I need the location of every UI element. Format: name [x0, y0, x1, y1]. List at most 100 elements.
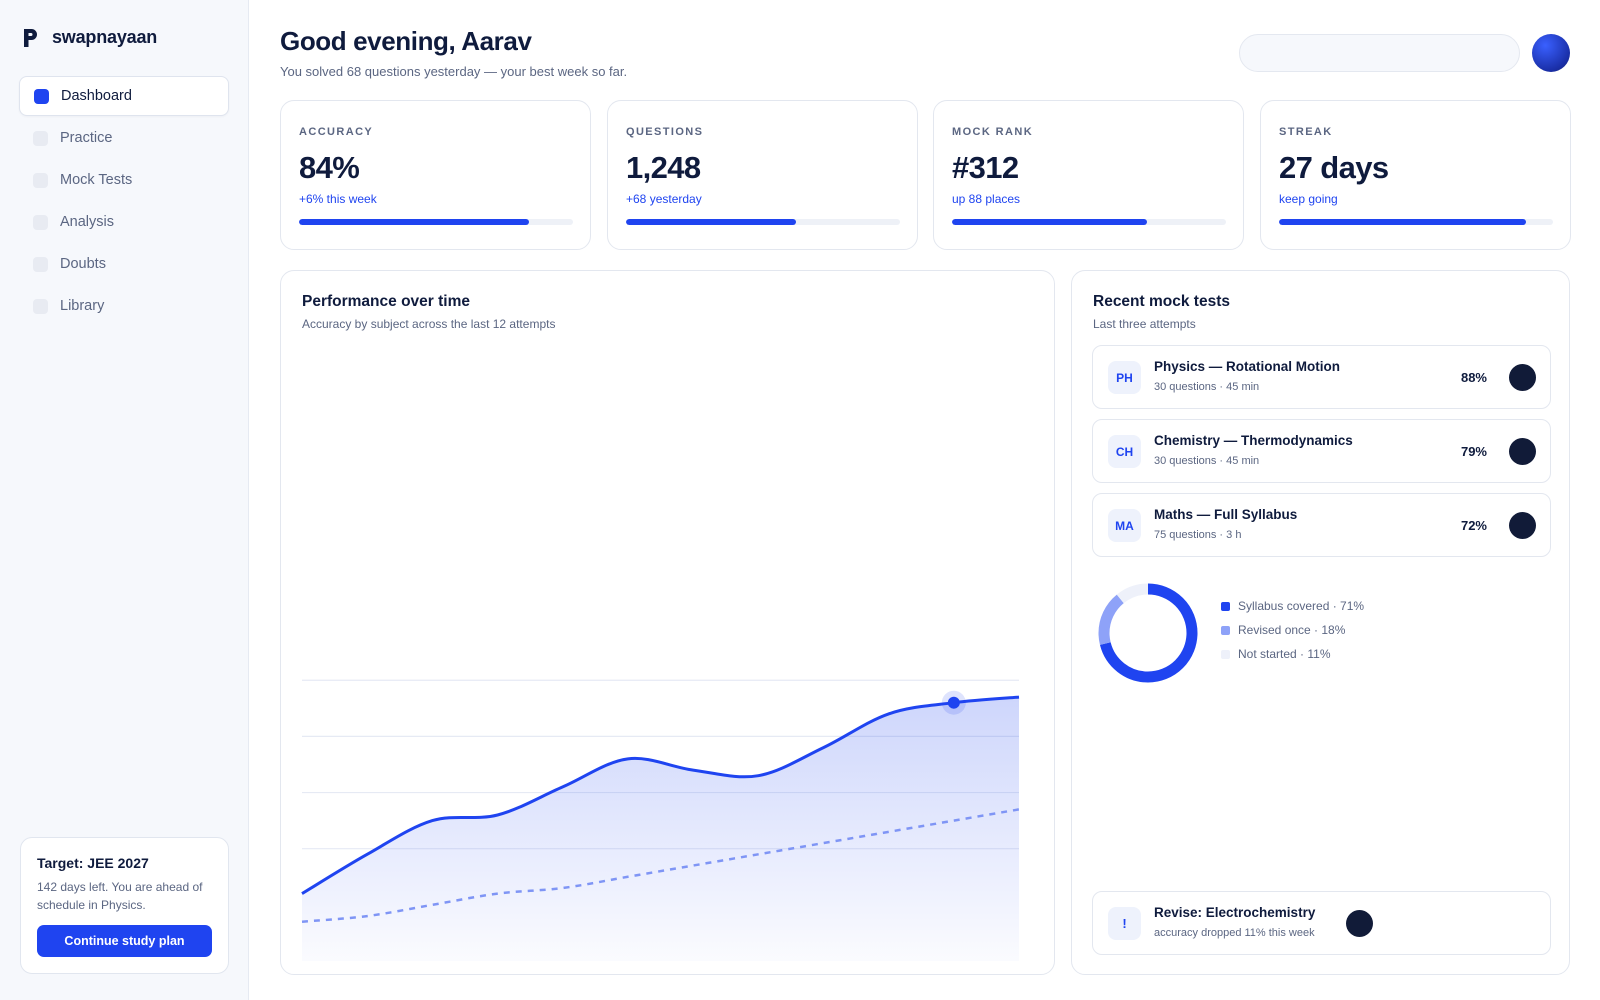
mock-test-score: 79% — [1460, 444, 1487, 459]
kpi-value: #312 — [952, 150, 1019, 185]
sidebar-item-label: Practice — [60, 130, 113, 146]
library-icon — [33, 298, 48, 314]
kpi-label: ACCURACY — [299, 126, 374, 138]
search-input[interactable] — [1239, 34, 1520, 72]
kpi-progress-fill — [1279, 219, 1526, 225]
kpi-progress-fill — [299, 219, 530, 225]
mock-test-row[interactable]: PH Physics — Rotational Motion 30 questi… — [1092, 345, 1551, 409]
kpi-progress-fill — [952, 219, 1147, 225]
sidebar: swapnayaan Dashboard Practice Mock Tests… — [0, 0, 249, 1000]
donut-slice-2 — [1098, 583, 1198, 683]
legend-swatch — [1221, 601, 1230, 611]
mock-test-title: Chemistry — Thermodynamics — [1154, 433, 1353, 448]
mock-test-row[interactable]: CH Chemistry — Thermodynamics 30 questio… — [1092, 419, 1551, 483]
mock-test-row[interactable]: MA Maths — Full Syllabus 75 questions · … — [1092, 493, 1551, 557]
legend-label: Revised once · 18% — [1238, 623, 1346, 637]
sidebar-item-analysis[interactable]: Analysis — [19, 202, 229, 242]
avatar[interactable] — [1532, 34, 1570, 72]
kpi-delta: keep going — [1279, 192, 1338, 206]
mock-test-action-button[interactable] — [1509, 364, 1536, 391]
mock-test-action-button[interactable] — [1509, 438, 1536, 465]
mock-test-title: Physics — Rotational Motion — [1154, 359, 1341, 374]
sidebar-item-library[interactable]: Library — [19, 286, 229, 326]
page-title: Good evening, Aarav — [280, 26, 532, 56]
page-subtitle: You solved 68 questions yesterday — your… — [280, 64, 628, 79]
legend-label: Not started · 11% — [1238, 647, 1331, 661]
app-name: swapnayaan — [52, 27, 158, 47]
alert-icon: ! — [1108, 907, 1141, 940]
line-series-2 — [301, 808, 1020, 923]
practice-icon — [33, 130, 48, 146]
sidebar-item-practice[interactable]: Practice — [19, 118, 229, 158]
alert-action-button[interactable] — [1346, 910, 1373, 937]
alert-title: Revise: Electrochemistry — [1154, 905, 1316, 920]
subject-badge: PH — [1108, 361, 1141, 394]
continue-study-plan-button[interactable]: Continue study plan — [37, 925, 212, 957]
performance-chart — [301, 679, 1020, 961]
mock-test-meta: 75 questions · 3 h — [1154, 529, 1242, 541]
sidebar-item-label: Analysis — [60, 214, 114, 230]
kpi-delta: +68 yesterday — [626, 192, 702, 206]
sidebar-item-label: Doubts — [60, 256, 106, 272]
donut-slice-3 — [1098, 583, 1198, 683]
kpi-label: STREAK — [1279, 126, 1333, 138]
target-card: Target: JEE 2027 142 days left. You are … — [20, 837, 229, 974]
legend-swatch — [1221, 649, 1230, 659]
mock-test-meta: 30 questions · 45 min — [1154, 381, 1260, 393]
kpi-value: 27 days — [1279, 150, 1389, 185]
mock-test-meta: 30 questions · 45 min — [1154, 455, 1260, 467]
mock-tests-icon — [33, 172, 48, 188]
kpi-progress-bar — [1279, 219, 1553, 225]
analysis-icon — [33, 214, 48, 230]
kpi-progress-fill — [626, 219, 796, 225]
subject-badge: CH — [1108, 435, 1141, 468]
kpi-delta: up 88 places — [952, 192, 1021, 206]
recent-subtitle: Last three attempts — [1093, 317, 1196, 331]
sidebar-item-label: Mock Tests — [60, 172, 133, 188]
mock-test-action-button[interactable] — [1509, 512, 1536, 539]
sidebar-nav: Dashboard Practice Mock Tests Analysis D… — [19, 76, 229, 328]
target-text: 142 days left. You are ahead of schedule… — [37, 880, 203, 912]
brand[interactable]: swapnayaan — [22, 27, 157, 48]
subject-badge: MA — [1108, 509, 1141, 542]
mock-test-title: Maths — Full Syllabus — [1154, 507, 1298, 522]
legend-item: Revised once · 18% — [1221, 618, 1364, 642]
performance-subtitle: Accuracy by subject across the last 12 a… — [302, 317, 556, 331]
legend-item: Syllabus covered · 71% — [1221, 594, 1364, 618]
recent-mock-tests-card: Recent mock tests Last three attempts PH… — [1071, 270, 1570, 975]
alert-meta: accuracy dropped 11% this week — [1154, 927, 1315, 939]
mock-test-score: 72% — [1460, 518, 1487, 533]
sidebar-item-label: Dashboard — [61, 88, 132, 104]
kpi-card-mock-rank: MOCK RANK #312 up 88 places — [933, 100, 1244, 250]
target-title: Target: JEE 2027 — [37, 855, 149, 871]
sidebar-item-dashboard[interactable]: Dashboard — [19, 76, 229, 116]
legend-swatch — [1221, 625, 1230, 635]
recent-title: Recent mock tests — [1093, 293, 1230, 310]
logo-icon — [24, 28, 37, 47]
sidebar-item-label: Library — [60, 298, 105, 314]
doubts-icon — [33, 256, 48, 272]
syllabus-legend: Syllabus covered · 71% Revised once · 18… — [1221, 594, 1364, 666]
mock-test-score: 88% — [1460, 370, 1487, 385]
kpi-progress-bar — [952, 219, 1226, 225]
kpi-card-questions: QUESTIONS 1,248 +68 yesterday — [607, 100, 918, 250]
kpi-delta: +6% this week — [299, 192, 377, 206]
kpi-label: MOCK RANK — [952, 126, 1034, 138]
legend-label: Syllabus covered · 71% — [1238, 599, 1365, 613]
sidebar-item-doubts[interactable]: Doubts — [19, 244, 229, 284]
sidebar-item-mock-tests[interactable]: Mock Tests — [19, 160, 229, 200]
kpi-card-accuracy: ACCURACY 84% +6% this week — [280, 100, 591, 250]
highlight-point[interactable] — [947, 696, 960, 709]
performance-title: Performance over time — [302, 293, 470, 310]
kpi-value: 84% — [299, 150, 360, 185]
syllabus-donut-chart — [1098, 583, 1198, 683]
legend-item: Not started · 11% — [1221, 642, 1364, 666]
performance-card: Performance over time Accuracy by subjec… — [280, 270, 1055, 975]
kpi-label: QUESTIONS — [626, 126, 704, 138]
dashboard-icon — [34, 88, 49, 104]
kpi-progress-bar — [299, 219, 573, 225]
kpi-progress-bar — [626, 219, 900, 225]
kpi-value: 1,248 — [626, 150, 701, 185]
revision-alert[interactable]: ! Revise: Electrochemistry accuracy drop… — [1092, 891, 1551, 955]
kpi-card-streak: STREAK 27 days keep going — [1260, 100, 1571, 250]
